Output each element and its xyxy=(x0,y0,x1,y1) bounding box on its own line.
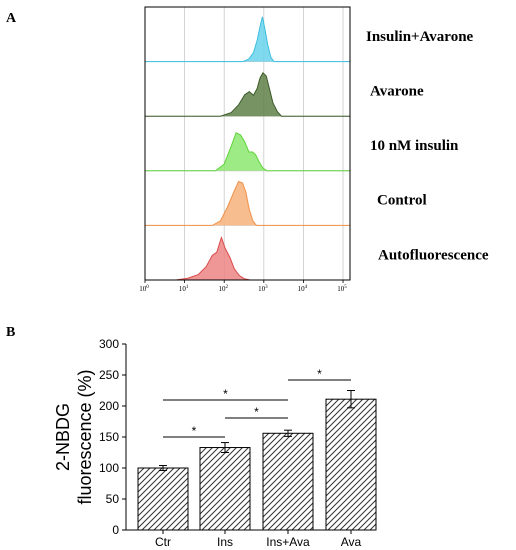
histogram-area xyxy=(145,16,350,62)
series-label: Insulin+Avarone xyxy=(366,29,474,45)
x-tick-label: 105 xyxy=(337,285,347,293)
bar xyxy=(137,467,189,531)
bar xyxy=(325,398,377,531)
significance-star: * xyxy=(192,424,197,438)
significance-star: * xyxy=(317,367,322,381)
histogram-frame xyxy=(144,6,351,281)
significance-brackets: * * * * xyxy=(163,367,351,438)
x-tick-label: 102 xyxy=(218,285,228,293)
significance-star: * xyxy=(254,405,259,419)
y-axis-label-line1: 2-NBDG xyxy=(53,403,73,471)
series-label: Autofluorescence xyxy=(378,247,489,263)
series-label: 10 nM insulin xyxy=(370,138,459,154)
panel-a-label: A xyxy=(6,11,17,26)
x-tick-label: 104 xyxy=(298,285,308,293)
bar xyxy=(199,447,251,531)
histogram-legend-labels: Insulin+Avarone Avarone 10 nM insulin Contr… xyxy=(366,29,489,263)
histogram-line xyxy=(145,131,350,172)
bars: Ctr Ins Ins+Ava Ava xyxy=(137,390,377,549)
flow-histogram-panel: 100 101 102 103 104 105 Insulin+Avarone Avaron… xyxy=(139,6,489,293)
y-tick-label: 0 xyxy=(112,523,119,537)
y-tick-label: 250 xyxy=(99,368,119,382)
histogram-line xyxy=(145,180,350,226)
x-tick-label: Ctr xyxy=(155,535,171,549)
bar-chart-panel: 2-NBDG fluorescence (%) 0 50 100 150 200 250 3… xyxy=(53,337,377,549)
bar xyxy=(262,432,314,531)
x-tick-label: 101 xyxy=(179,285,189,293)
histogram-area xyxy=(145,181,350,226)
histogram-area xyxy=(145,237,350,280)
y-tick-label: 300 xyxy=(99,337,119,351)
histogram-area xyxy=(145,72,350,117)
bar-axes: 0 50 100 150 200 250 300 xyxy=(99,337,355,537)
y-axis-label-line2: fluorescence (%) xyxy=(75,369,95,504)
y-tick-label: 50 xyxy=(106,492,120,506)
panel-b-label: B xyxy=(6,325,15,340)
histogram-line xyxy=(145,16,350,63)
histogram-area xyxy=(145,132,350,171)
x-tick-label: 100 xyxy=(139,285,149,293)
x-tick-label: Ins+Ava xyxy=(266,535,310,549)
y-tick-label: 150 xyxy=(99,430,119,444)
x-tick-label: Ins xyxy=(217,535,233,549)
x-tick-label: 103 xyxy=(258,285,268,293)
y-tick-label: 200 xyxy=(99,399,119,413)
y-tick-label: 100 xyxy=(99,461,119,475)
x-tick-label: Ava xyxy=(341,535,362,549)
histogram-series xyxy=(145,16,350,281)
histogram-x-ticks: 100 101 102 103 104 105 xyxy=(139,280,347,293)
series-label: Control xyxy=(377,193,427,209)
series-label: Avarone xyxy=(370,83,424,99)
histogram-grid xyxy=(145,7,350,280)
histogram-line xyxy=(145,71,350,117)
significance-star: * xyxy=(223,387,228,401)
histogram-line xyxy=(145,235,350,281)
